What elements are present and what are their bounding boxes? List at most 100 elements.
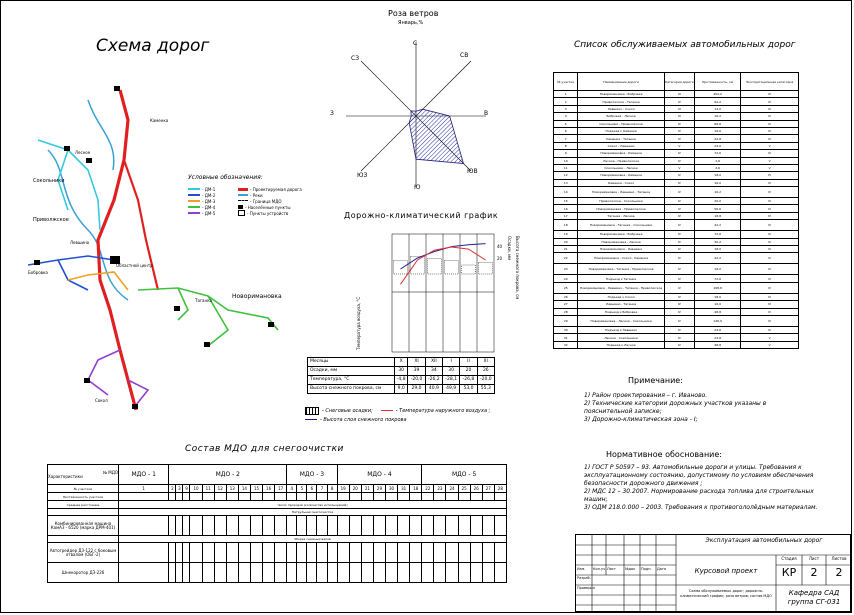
mdo-cell bbox=[274, 542, 288, 563]
mdo-cell bbox=[249, 492, 264, 501]
site-number-cell: 17 bbox=[274, 484, 288, 493]
table-cell: 10 bbox=[552, 156, 579, 165]
table-cell: 48,8 bbox=[694, 307, 742, 317]
place-label: Приволжское bbox=[33, 217, 69, 223]
mdo-cell bbox=[175, 562, 184, 583]
mdo-row-label: Шнекоротор ДЗ-226 bbox=[47, 562, 119, 583]
table-cell: III bbox=[663, 104, 696, 114]
mdo-cell bbox=[225, 562, 239, 583]
table-cell: 3 bbox=[552, 104, 579, 114]
mdo-cell bbox=[249, 562, 264, 583]
site-number-cell: 22 bbox=[421, 484, 435, 493]
mdo-cell bbox=[306, 542, 318, 563]
table-row: 26 Подъезд к Сокол IV 18,0 IV bbox=[552, 292, 799, 302]
climate-cell: -20,0 bbox=[476, 375, 496, 385]
norms-title: Нормативное обоснование: bbox=[606, 450, 722, 459]
dir-w: З bbox=[330, 110, 334, 117]
dm5-road bbox=[127, 379, 150, 406]
table-cell: 7 bbox=[552, 134, 579, 143]
climate-cell: 49,9 bbox=[441, 384, 461, 394]
table-cell: Подъезд к Лесное bbox=[577, 340, 665, 350]
col-header: Протяженность, км bbox=[694, 72, 742, 91]
mdo-cell bbox=[175, 492, 184, 501]
mdo-cell bbox=[360, 515, 374, 536]
col-header: Категория дороги bbox=[663, 72, 696, 91]
table-row: 8 Сокол - Левшино V 24,0 V bbox=[552, 141, 799, 151]
mdo-cell bbox=[336, 562, 350, 583]
settlement-marker bbox=[34, 260, 40, 265]
table-cell: IV bbox=[663, 340, 696, 350]
mdo-cell bbox=[397, 562, 411, 583]
dir-e: В bbox=[484, 110, 489, 117]
mdo-cell bbox=[213, 562, 227, 583]
mdo-cell bbox=[201, 542, 215, 563]
dir-se: ЮВ bbox=[467, 168, 478, 175]
climate-cell: 30 bbox=[393, 366, 409, 376]
climate-cell: 40,9 bbox=[424, 384, 444, 394]
snow-depth-swatch bbox=[305, 419, 317, 420]
drawing-description: Схема обслуживаемых дорог; дорожно-клима… bbox=[680, 589, 772, 598]
mdo-cell bbox=[348, 542, 362, 563]
table-row: 24 Подъезд к Таганке IV 72,6 IV bbox=[552, 274, 799, 283]
climate-cell: 26 bbox=[476, 366, 496, 376]
site-number-cell: 19 bbox=[336, 484, 350, 493]
mdo-cell bbox=[225, 492, 239, 501]
mdo-cell bbox=[286, 562, 298, 583]
table-cell: IV bbox=[740, 104, 799, 114]
table-row: 9 Новоримановка - Каменка IV 72,6 IV bbox=[552, 149, 799, 158]
mdo-cell bbox=[348, 492, 362, 501]
table-cell: Новоримановка - Лесное - Сокольники bbox=[577, 314, 665, 327]
mdo-group-header: МДО - 4 bbox=[336, 464, 423, 485]
climate-cell: 29,0 bbox=[407, 384, 426, 394]
mdo-section-label: Число проходов (количество используемой) bbox=[118, 500, 507, 509]
table-cell: 21 bbox=[552, 245, 579, 254]
mdo-cell bbox=[262, 542, 276, 563]
mdo-cell bbox=[296, 515, 308, 536]
mdo-table: № МДО Характеристики МДО - 1 МДО - 2 МДО - 3… bbox=[47, 464, 508, 583]
table-cell: IV bbox=[740, 89, 799, 99]
dm4-road bbox=[137, 287, 279, 331]
table-cell: 28 bbox=[552, 307, 579, 317]
table-cell: 17 bbox=[552, 211, 579, 221]
site-number-cell: 30 bbox=[384, 484, 399, 493]
mdo-title: Состав МДО для снегоочистки bbox=[185, 444, 344, 454]
mdo-group-header: МДО - 3 bbox=[286, 464, 338, 485]
mdo-cell bbox=[481, 515, 495, 536]
mdo-cell bbox=[326, 542, 338, 563]
table-cell: IV bbox=[663, 252, 696, 265]
site-number-cell: 21 bbox=[360, 484, 374, 493]
table-cell: IV bbox=[663, 219, 696, 232]
table-row: 11 Сокольники - Лесное V 2,6 V bbox=[552, 163, 799, 173]
climate-cell: 39 bbox=[407, 366, 426, 376]
mdo-cell bbox=[493, 515, 508, 536]
mdo-section-row: Уборка снежных валов bbox=[47, 535, 507, 543]
settlement-marker bbox=[174, 306, 180, 311]
mdo-cell bbox=[182, 515, 191, 536]
mdo-sites-row: № участков 1 2 3 9 10 11 12 13 14 15 16 17 4 5 6 7 8 19 20 2… bbox=[47, 484, 508, 493]
mdo-cell bbox=[360, 492, 374, 501]
table-cell: IV bbox=[740, 211, 799, 221]
col-header: № участка bbox=[552, 72, 579, 91]
row-label: Высота снежного покрова, см bbox=[307, 384, 395, 394]
mdo-cell bbox=[168, 492, 177, 501]
table-cell: Подъезд к Левшино bbox=[577, 325, 665, 335]
doc-title: Курсовой проект bbox=[694, 567, 758, 575]
mdo-cell bbox=[117, 542, 170, 563]
mdo-cell bbox=[201, 515, 215, 536]
stage-label: Стадия bbox=[781, 556, 797, 561]
table-cell: IV bbox=[740, 178, 799, 188]
mdo-cell bbox=[409, 492, 423, 501]
mdo-cell bbox=[469, 542, 483, 563]
mdo-cell bbox=[225, 515, 239, 536]
table-row: 20 Новоримановка - Лесное IV 30,2 IV bbox=[552, 237, 799, 247]
mdo-cell bbox=[117, 515, 170, 536]
wind-rose-polygon bbox=[408, 108, 465, 164]
title-block: Эксплуатация автомобильных дорог Курсово… bbox=[575, 534, 852, 613]
dir-n: С bbox=[413, 40, 418, 47]
mdo-cell bbox=[168, 515, 177, 536]
mdo-cell bbox=[384, 492, 399, 501]
table-cell: IV bbox=[740, 119, 799, 128]
row-label: Осадки, мм bbox=[307, 366, 395, 376]
site-number-cell: 5 bbox=[296, 484, 308, 493]
table-cell: IV bbox=[740, 112, 799, 121]
